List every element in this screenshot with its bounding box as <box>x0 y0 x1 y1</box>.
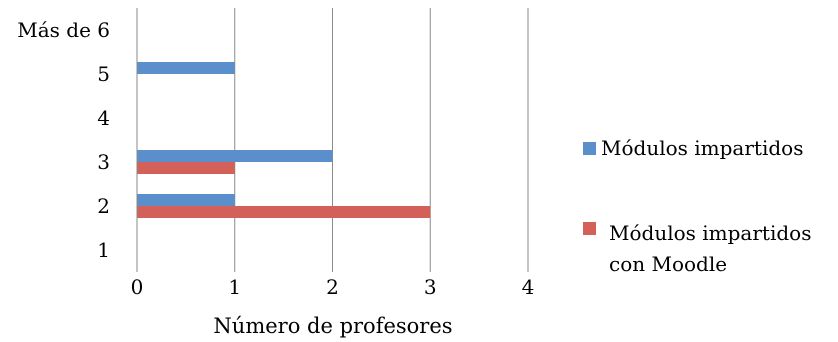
legend-label-modulos-impartidos-moodle-line2: con Moodle <box>609 252 727 276</box>
y-tick-label: 3 <box>97 150 110 174</box>
legend-swatch-modulos-impartidos <box>583 142 596 155</box>
x-tick-label: 0 <box>131 275 144 299</box>
y-tick-label: 2 <box>97 194 110 218</box>
legend: Módulos impartidos Módulos impartidos co… <box>583 136 811 276</box>
y-tick-labels: 1 2 3 4 5 Más de 6 <box>17 18 110 262</box>
bar-series-1-cat-5 <box>137 62 235 74</box>
x-tick-labels: 0 1 2 3 4 <box>131 275 535 299</box>
y-tick-label: 5 <box>97 62 110 86</box>
bar-series-1-cat-2 <box>137 194 235 206</box>
x-tick-label: 2 <box>326 275 339 299</box>
bar-series-1-cat-3 <box>137 150 333 162</box>
gridlines <box>136 8 529 272</box>
bar-series-2-cat-3 <box>137 162 235 174</box>
bars <box>137 62 431 218</box>
y-tick-label: Más de 6 <box>17 18 110 42</box>
legend-label-modulos-impartidos: Módulos impartidos <box>601 136 803 160</box>
bar-series-2-cat-2 <box>137 206 431 218</box>
x-axis-title: Número de profesores <box>213 314 452 338</box>
y-tick-label: 4 <box>97 106 110 130</box>
x-tick-label: 3 <box>424 275 437 299</box>
x-tick-label: 1 <box>228 275 241 299</box>
legend-label-modulos-impartidos-moodle-line1: Módulos impartidos <box>609 221 811 245</box>
y-tick-label: 1 <box>97 238 110 262</box>
x-tick-label: 4 <box>522 275 535 299</box>
legend-swatch-modulos-impartidos-moodle <box>583 222 596 235</box>
